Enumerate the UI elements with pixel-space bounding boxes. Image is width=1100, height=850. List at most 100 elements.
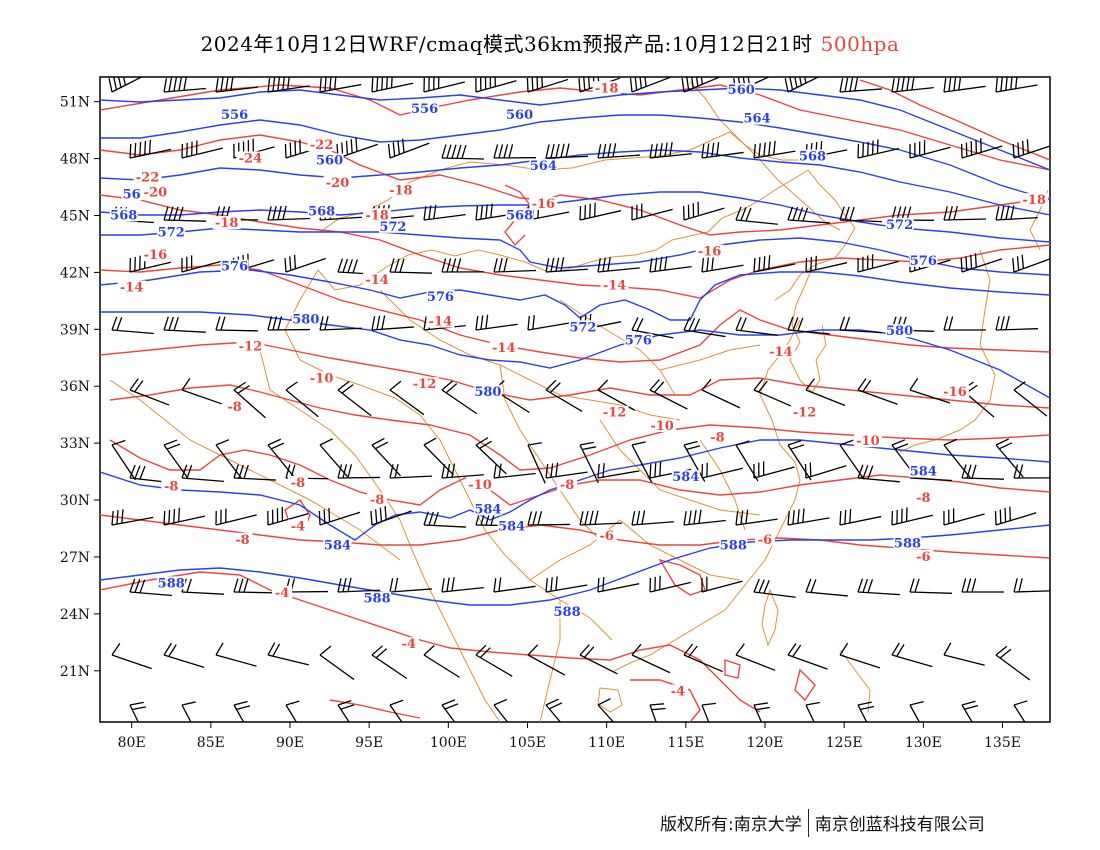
hainan-island xyxy=(597,687,623,713)
contour-label-bg xyxy=(473,502,502,516)
wind-barb xyxy=(337,464,381,479)
wind-barb xyxy=(111,509,154,526)
wind-barb xyxy=(631,643,671,674)
contour-label-bg xyxy=(505,107,534,121)
isotherm-line xyxy=(100,194,1050,299)
lat-tick-label: 30N xyxy=(60,493,90,509)
wind-barb xyxy=(493,144,537,159)
contour-label-bg xyxy=(719,538,748,552)
contour-label: 588 xyxy=(158,576,185,591)
wind-barb xyxy=(943,205,987,221)
contour-label: 568 xyxy=(308,205,335,220)
contour-label-bg xyxy=(323,538,352,552)
contour-label: 580 xyxy=(292,313,319,328)
contour-label-bg xyxy=(386,183,415,197)
contour-label-bg xyxy=(157,225,186,239)
wind-barb xyxy=(597,698,615,722)
lat-tick-label: 51N xyxy=(60,95,90,111)
wind-barb xyxy=(475,314,518,331)
wind-barb xyxy=(389,258,433,274)
wind-barb xyxy=(857,701,875,722)
wind-barb xyxy=(129,254,172,273)
contour-label-bg xyxy=(117,280,146,294)
contour-label: 584 xyxy=(910,464,937,479)
wind-barb xyxy=(701,576,743,593)
contour-label: -14 xyxy=(120,280,144,295)
wind-barb xyxy=(735,643,776,671)
wind-barb xyxy=(683,643,723,673)
lat-tick-label: 42N xyxy=(60,265,90,281)
lon-tick-label: 130E xyxy=(905,735,942,751)
wind-barb xyxy=(891,507,934,526)
lat-tick-label: 45N xyxy=(60,208,90,224)
wind-barb xyxy=(545,462,588,479)
korea-border xyxy=(789,267,827,393)
contour-label-bg xyxy=(426,314,455,328)
wind-barb xyxy=(787,440,812,481)
wind-barb xyxy=(961,464,1005,480)
wind-barb xyxy=(701,378,741,409)
wind-barb xyxy=(527,511,571,526)
wind-barb xyxy=(527,442,546,484)
contour-label: -16 xyxy=(698,244,722,259)
lat-tick-label: 39N xyxy=(60,322,90,338)
china-north-border xyxy=(317,169,856,301)
contour-label: -8 xyxy=(227,400,241,415)
contour-label: 584 xyxy=(498,520,525,535)
contour-label: -8 xyxy=(916,491,930,506)
wind-barb xyxy=(994,506,1037,526)
height-contour xyxy=(100,191,1050,243)
contour-label-bg xyxy=(755,532,775,546)
philippines-coast xyxy=(839,649,871,713)
contour-label: 560 xyxy=(728,83,755,98)
contour-label-bg xyxy=(121,187,142,201)
lon-tick-label: 80E xyxy=(118,735,146,751)
wind-barb xyxy=(631,510,674,526)
contour-label: -6 xyxy=(916,550,930,565)
contour-label-bg xyxy=(941,384,969,398)
contour-label-bg xyxy=(909,464,938,478)
contour-label: 588 xyxy=(720,538,747,553)
contour-label-bg xyxy=(885,217,914,231)
wind-barb xyxy=(285,381,319,418)
wind-barb xyxy=(1013,381,1048,417)
wind-barb xyxy=(423,204,466,221)
contour-label-bg xyxy=(766,344,795,358)
wind-barb xyxy=(753,378,793,408)
contour-label-bg xyxy=(307,138,336,152)
lon-tick-label: 100E xyxy=(430,735,467,751)
wind-barb xyxy=(441,144,485,160)
wind-barb xyxy=(493,463,536,479)
wind-barb xyxy=(527,644,566,676)
contour-label-bg xyxy=(885,324,914,338)
wind-barb xyxy=(163,206,207,222)
china-southwest-border xyxy=(284,269,613,641)
wind-barb xyxy=(805,378,846,407)
wind-barb xyxy=(370,506,412,526)
wind-barb xyxy=(787,316,830,335)
contour-label-bg xyxy=(667,684,688,698)
contour-label: -16 xyxy=(532,197,556,212)
contour-label-bg xyxy=(363,591,392,605)
wind-barbs xyxy=(108,77,1050,722)
wind-barb xyxy=(389,699,404,722)
wind-barb xyxy=(631,317,674,339)
wind-barb xyxy=(493,257,536,273)
contour-label-bg xyxy=(671,470,700,484)
lon-tick-label: 95E xyxy=(355,735,383,751)
wind-barb xyxy=(857,254,899,273)
contour-label: -18 xyxy=(1022,193,1046,208)
wind-barb xyxy=(597,379,636,411)
wind-barb xyxy=(649,703,666,722)
lat-tick-label: 21N xyxy=(60,664,90,680)
footer-separator xyxy=(807,809,809,837)
wind-barb xyxy=(527,315,570,331)
copyright-right: 南京创蓝科技有限公司 xyxy=(814,815,985,835)
isotherm-line xyxy=(859,79,1050,161)
contour-label: -8 xyxy=(235,533,249,548)
wind-barb xyxy=(319,315,362,331)
contour-label: -18 xyxy=(595,81,619,96)
contour-label-bg xyxy=(398,637,419,651)
contour-label: -18 xyxy=(215,216,239,231)
wind-barb xyxy=(371,437,402,477)
